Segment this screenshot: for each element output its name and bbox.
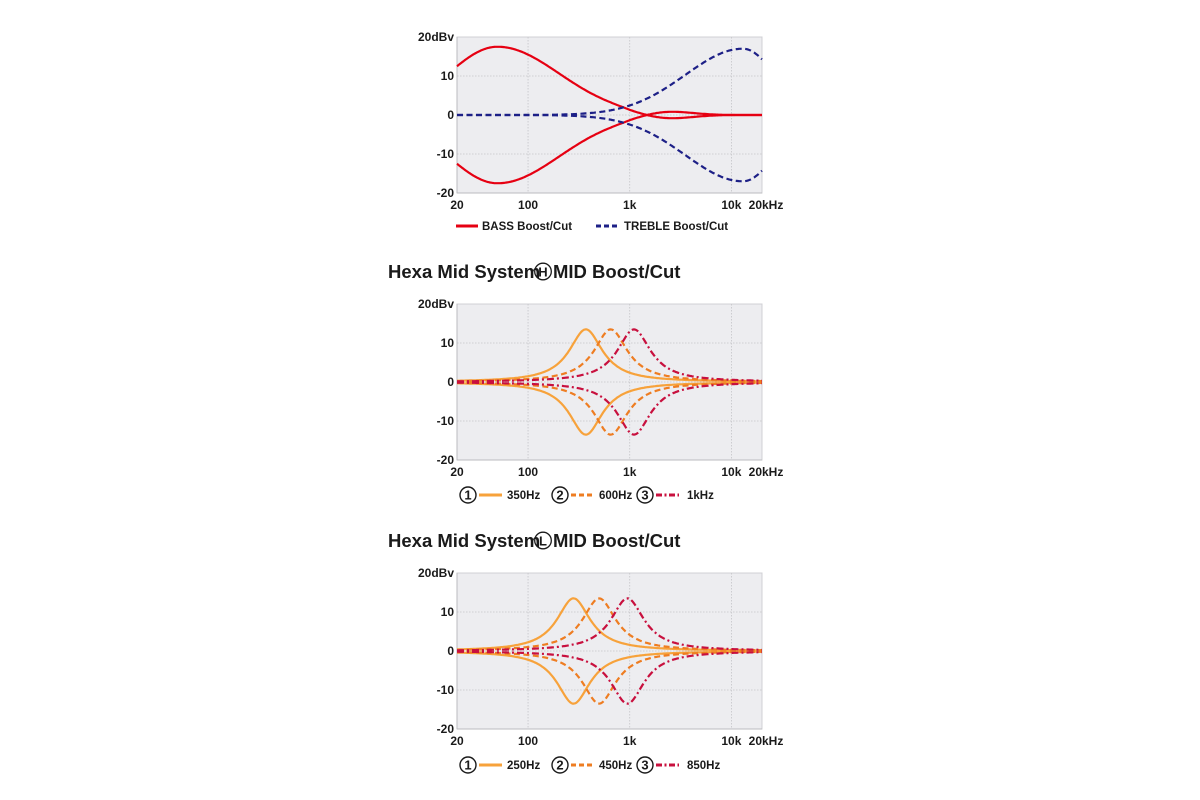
legend-number: 3	[641, 758, 648, 773]
y-tick-label: -20	[437, 453, 455, 467]
y-tick-label: 0	[447, 108, 454, 122]
x-tick-label: 10k	[721, 465, 741, 479]
legend-number: 1	[464, 758, 471, 773]
legend-item: 1 250Hz	[459, 756, 540, 774]
legend-number: 3	[641, 488, 648, 503]
chart-title-suffix: MID Boost/Cut	[553, 530, 680, 551]
y-tick-label: 20dBv	[418, 566, 454, 580]
y-tick-label: 20dBv	[418, 30, 454, 44]
x-tick-label: 100	[518, 465, 538, 479]
x-tick-label: 20	[450, 198, 464, 212]
legend-number: 2	[556, 488, 563, 503]
series-850hz-boost	[457, 597, 762, 652]
legend-item: 1 350Hz	[459, 486, 540, 504]
x-tick-label: 20	[450, 734, 464, 748]
chart-title: Hexa Mid System	[388, 261, 540, 282]
x-tick-label: 20kHz	[749, 198, 784, 212]
x-tick-label: 1k	[623, 734, 637, 748]
legend-label: 250Hz	[507, 760, 540, 772]
y-tick-label: 10	[441, 605, 455, 619]
legend-number-circle	[459, 486, 477, 504]
chart-title-text: Hexa Mid System	[388, 530, 540, 551]
legend-label: BASS Boost/Cut	[482, 221, 572, 233]
legend-item: 3 1kHz	[636, 486, 714, 504]
legend-number-circle	[551, 756, 569, 774]
series-bass-boost-cut-cut	[456, 110, 762, 185]
x-tick-label: 1k	[623, 198, 637, 212]
legend-number: 2	[556, 758, 563, 773]
x-tick-label: 20	[450, 465, 464, 479]
series-850hz-cut	[457, 650, 762, 705]
x-tick-label: 1k	[623, 465, 637, 479]
y-tick-label: 10	[441, 336, 455, 350]
legend-item: BASS Boost/Cut	[456, 221, 572, 233]
series-treble-boost-cut-cut	[457, 113, 763, 183]
x-tick-label: 10k	[721, 734, 741, 748]
legend-number-circle	[551, 486, 569, 504]
legend-label: 850Hz	[687, 760, 720, 772]
x-tick-label: 100	[518, 734, 538, 748]
series-bass-boost-cut-boost	[456, 45, 762, 120]
x-tick-label: 10k	[721, 198, 741, 212]
legend-item: 3 850Hz	[636, 756, 720, 774]
title-badge: L	[539, 534, 547, 549]
y-tick-label: -10	[437, 683, 455, 697]
title-badge-circle	[534, 531, 552, 550]
legend-label: TREBLE Boost/Cut	[624, 221, 728, 233]
title-badge: H	[538, 265, 547, 280]
series-1khz-boost	[457, 328, 762, 383]
legend-label: 450Hz	[599, 760, 632, 772]
legend-number: 1	[464, 488, 471, 503]
y-tick-label: -20	[437, 722, 455, 736]
legend-item: TREBLE Boost/Cut	[596, 221, 728, 233]
legend-number-circle	[459, 756, 477, 774]
y-tick-label: -20	[437, 186, 455, 200]
legend-number-circle	[636, 486, 654, 504]
legend-number-circle	[636, 756, 654, 774]
y-tick-label: -10	[437, 414, 455, 428]
legend-label: 1kHz	[687, 490, 714, 502]
chart-title-suffix: MID Boost/Cut	[553, 261, 680, 282]
title-badge-circle	[534, 262, 552, 281]
legend-label: 350Hz	[507, 490, 540, 502]
legend-label: 600Hz	[599, 490, 632, 502]
y-tick-label: -10	[437, 147, 455, 161]
y-tick-label: 0	[447, 375, 454, 389]
series-1khz-cut	[457, 381, 762, 436]
y-tick-label: 0	[447, 644, 454, 658]
y-tick-label: 20dBv	[418, 297, 454, 311]
x-tick-label: 20kHz	[749, 734, 784, 748]
x-tick-label: 20kHz	[749, 465, 784, 479]
chart-title-text: Hexa Mid System	[388, 261, 540, 282]
legend-item: 2 600Hz	[551, 486, 632, 504]
x-tick-label: 100	[518, 198, 538, 212]
legend-item: 2 450Hz	[551, 756, 632, 774]
y-tick-label: 10	[441, 69, 455, 83]
chart-title: Hexa Mid System	[388, 530, 540, 551]
